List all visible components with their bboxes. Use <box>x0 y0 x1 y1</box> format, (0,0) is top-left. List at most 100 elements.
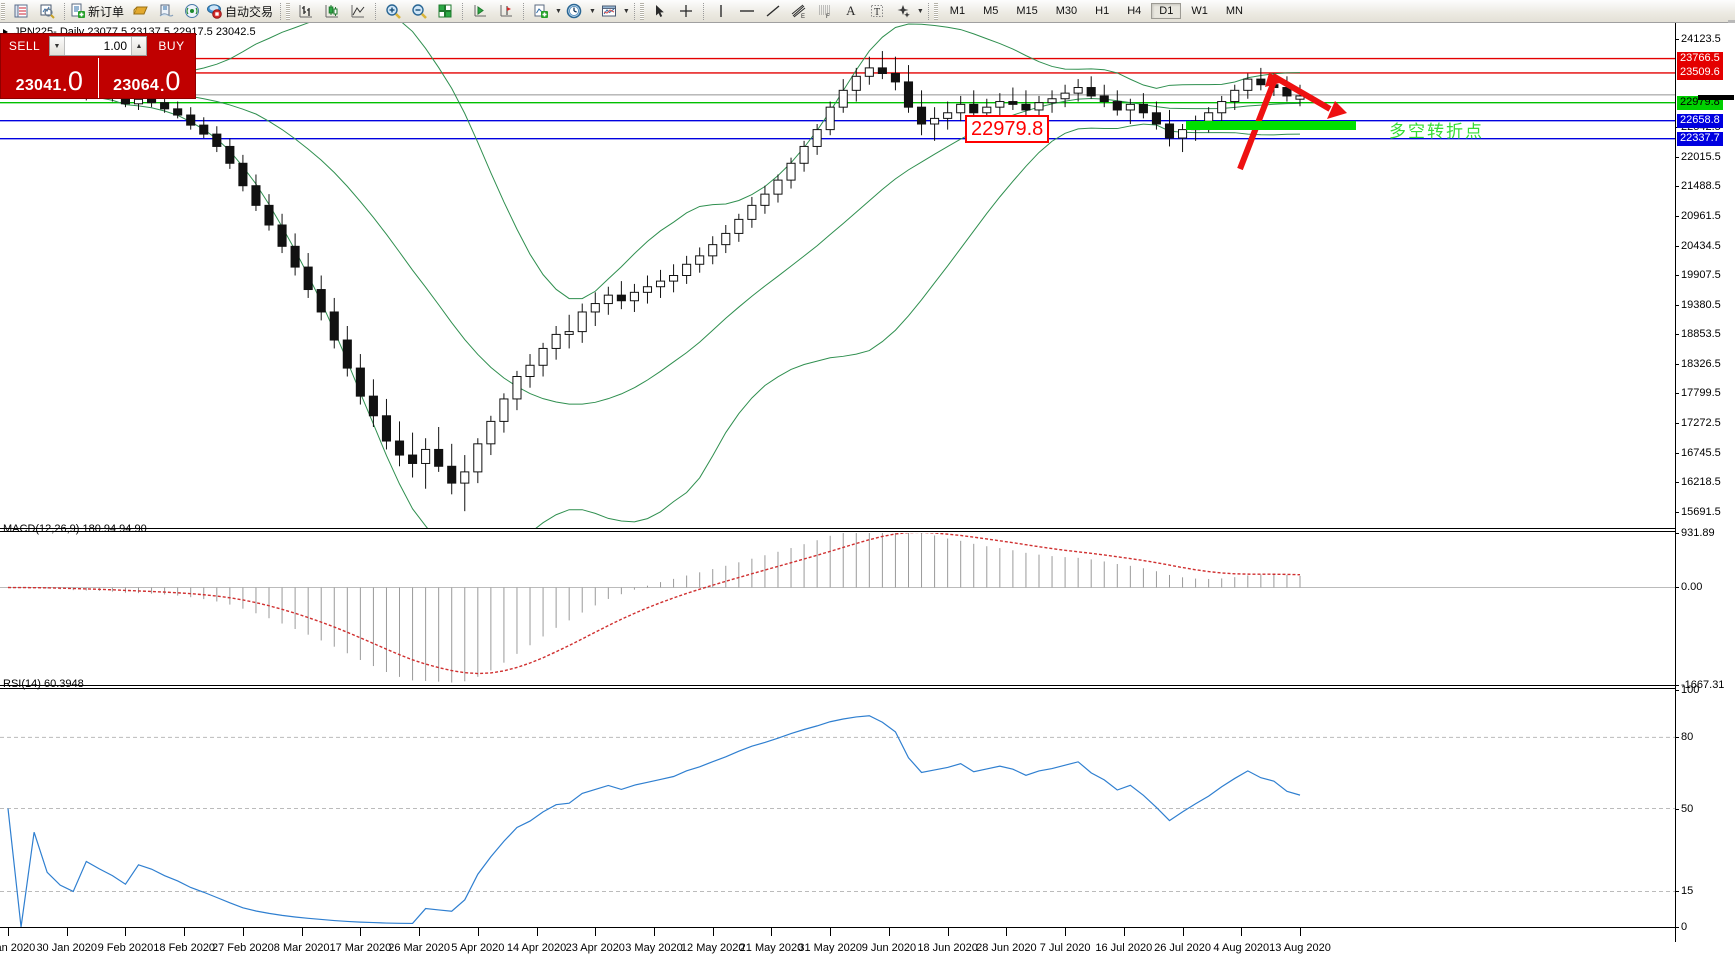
volume-stepper[interactable]: ▼ 1.00 ▲ <box>49 36 147 56</box>
date-label: 3 May 2020 <box>625 942 683 954</box>
date-tick <box>654 928 655 936</box>
market-watch-icon[interactable] <box>8 1 34 22</box>
vertical-line-icon[interactable] <box>708 1 734 22</box>
date-label: 17 Mar 2020 <box>329 942 392 954</box>
price-scale[interactable]: 24123.523766.523509.622979.822658.822542… <box>1675 23 1735 942</box>
chart-canvas-area[interactable]: JPN225-,Daily 23077.5 23137.5 22917.5 23… <box>0 23 1735 965</box>
equidistant-channel-icon[interactable]: E <box>786 1 812 22</box>
navigator-icon[interactable] <box>153 1 179 22</box>
autotrading-button[interactable]: 自动交易 <box>205 1 276 22</box>
timeframe-w1[interactable]: W1 <box>1191 5 1208 17</box>
macd-pane[interactable] <box>0 533 1675 685</box>
date-tick <box>1123 928 1125 936</box>
timeframe-mn[interactable]: MN <box>1225 5 1243 17</box>
date-tick <box>1065 928 1067 936</box>
date-label: 12 May 2020 <box>680 942 745 954</box>
horizontal-line-icon[interactable] <box>734 1 760 22</box>
date-tick <box>771 928 773 936</box>
chart-collapse-arrow-icon[interactable] <box>3 29 8 35</box>
bar-chart-icon[interactable] <box>293 1 319 22</box>
text-label-icon[interactable]: T <box>864 1 890 22</box>
timeframe-m1[interactable]: M1 <box>949 5 966 17</box>
price-tag-23509.6[interactable]: 23509.6 <box>1677 65 1723 80</box>
toolbar-grip-2[interactable] <box>286 2 291 20</box>
trendline-icon[interactable] <box>760 1 786 22</box>
toolbar-grip[interactable] <box>1 2 5 20</box>
sell-price[interactable]: 23041 . 0 <box>1 58 99 98</box>
price-tick-18853.5: 18853.5 <box>1676 328 1721 340</box>
tile-windows-icon[interactable] <box>432 1 458 22</box>
volume-decrement-icon[interactable]: ▼ <box>50 37 65 55</box>
date-label: 27 Feb 2020 <box>212 942 274 954</box>
auto-scroll-icon[interactable] <box>467 1 493 22</box>
timeframe-d1[interactable]: D1 <box>1151 3 1182 19</box>
toolbar-grip-3[interactable] <box>639 2 644 20</box>
text-icon[interactable]: A <box>838 1 864 22</box>
price-tag-23766.5[interactable]: 23766.5 <box>1677 51 1723 66</box>
metaeditor-icon[interactable] <box>127 1 153 22</box>
rsi-label: RSI(14) 60.3948 <box>3 678 84 690</box>
price-chart-svg <box>0 23 1675 528</box>
data-window-icon[interactable] <box>34 1 60 22</box>
volume-input[interactable]: 1.00 <box>103 39 127 53</box>
date-label: 16 Jul 2020 <box>1095 942 1153 954</box>
timeframe-h4[interactable]: H4 <box>1127 5 1142 17</box>
timeframe-h1[interactable]: H1 <box>1095 5 1110 17</box>
shapes-icon[interactable] <box>890 1 916 22</box>
templates-icon[interactable] <box>596 1 622 22</box>
rsi-pane[interactable] <box>0 690 1675 927</box>
price-tag-22337.7[interactable]: 22337.7 <box>1677 131 1723 146</box>
zoom-in-icon[interactable] <box>380 1 406 22</box>
price-pane[interactable] <box>0 23 1675 528</box>
toolbar-separator-2 <box>280 2 282 20</box>
zoom-out-icon[interactable] <box>406 1 432 22</box>
date-label: 9 Feb 2020 <box>97 942 154 954</box>
macd-tick-931.89: 931.89 <box>1676 527 1715 539</box>
support-highlight-bar <box>1186 121 1356 130</box>
fibonacci-retracement-icon[interactable]: F <box>812 1 838 22</box>
new-order-button[interactable]: 新订单 <box>69 1 127 22</box>
date-label: 30 Jan 2020 <box>36 942 97 954</box>
toolbar-grip-4[interactable] <box>933 2 938 20</box>
date-label: 13 Aug 2020 <box>1269 942 1331 954</box>
svg-text:F: F <box>826 14 830 20</box>
periods-chevron-down-icon[interactable]: ▼ <box>588 7 596 15</box>
timeframe-m30[interactable]: M30 <box>1055 5 1078 17</box>
buy-button[interactable]: BUY <box>158 39 185 53</box>
indicators-icon[interactable] <box>528 1 554 22</box>
candlestick-chart-icon[interactable] <box>319 1 345 22</box>
date-label: 31 May 2020 <box>798 942 862 954</box>
shapes-chevron-down-icon[interactable]: ▼ <box>916 7 924 15</box>
toolbar-separator-4 <box>462 2 464 20</box>
price-tick-20434.5: 20434.5 <box>1676 240 1721 252</box>
crosshair-icon[interactable] <box>673 1 699 22</box>
sell-button[interactable]: SELL <box>8 39 41 53</box>
periods-icon[interactable] <box>562 1 588 22</box>
buy-price[interactable]: 23064 . 0 <box>99 58 196 98</box>
sell-price-integer: 23041 <box>15 77 62 94</box>
date-label: 18 Feb 2020 <box>153 942 216 954</box>
line-chart-icon[interactable] <box>345 1 371 22</box>
templates-chevron-down-icon[interactable]: ▼ <box>622 7 630 15</box>
price-tick-19907.5: 19907.5 <box>1676 269 1721 281</box>
one-click-trading-panel[interactable]: SELL ▼ 1.00 ▲ BUY 23041 . 0 23064 . 0 <box>0 33 196 99</box>
date-label: 5 Apr 2020 <box>451 942 505 954</box>
timeframe-m5[interactable]: M5 <box>983 5 999 17</box>
signals-icon[interactable] <box>179 1 205 22</box>
sell-price-dot: . <box>62 78 67 95</box>
rsi-tick-80: 80 <box>1676 731 1693 743</box>
text-icon-glyph: A <box>846 3 856 18</box>
indicators-chevron-down-icon[interactable]: ▼ <box>555 7 562 15</box>
volume-increment-icon[interactable]: ▲ <box>131 37 146 55</box>
date-label: 18 Jun 2020 <box>917 942 978 954</box>
chart-shift-icon[interactable] <box>493 1 519 22</box>
price-tag-22658.8[interactable]: 22658.8 <box>1677 113 1723 128</box>
date-tick <box>360 928 362 936</box>
date-tick <box>301 928 303 936</box>
toolbar-separator <box>64 2 65 20</box>
timeframe-m15[interactable]: M15 <box>1016 5 1038 17</box>
date-tick <box>1300 928 1301 936</box>
cursor-icon[interactable] <box>647 1 673 22</box>
otp-header-row: SELL ▼ 1.00 ▲ BUY <box>1 34 195 58</box>
